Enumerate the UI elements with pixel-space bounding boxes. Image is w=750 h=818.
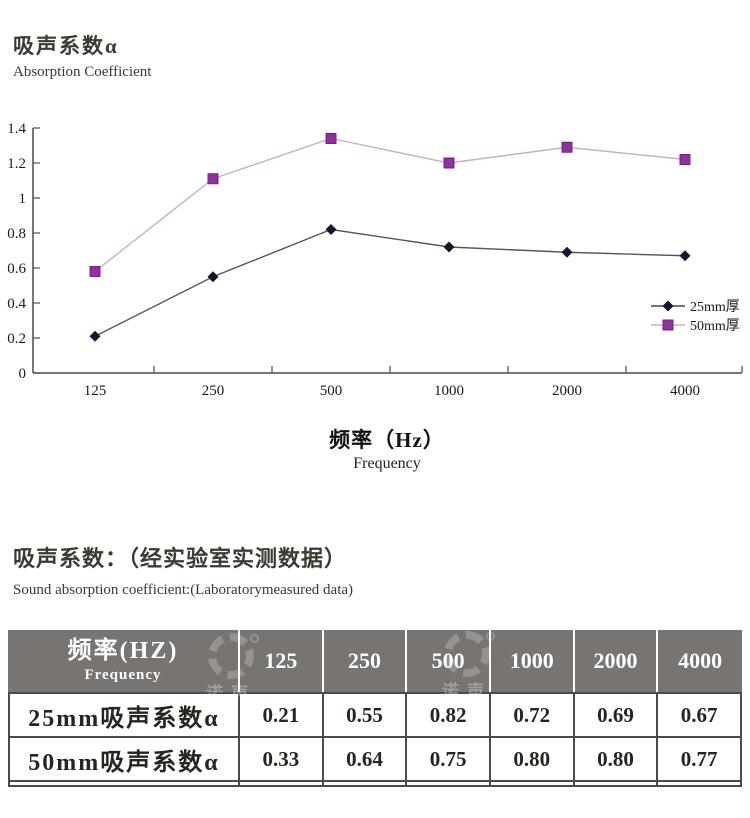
x-axis-subtitle: Frequency <box>353 455 421 472</box>
table-header-frequency-en: Frequency <box>84 666 162 683</box>
table-cell: 0.72 <box>490 692 575 738</box>
svg-text:1: 1 <box>19 191 27 207</box>
table-row-50mm: 50mm吸声系数α 0.33 0.64 0.75 0.80 0.80 0.77 <box>8 738 742 782</box>
chart-legend: 25mm厚 50mm厚 <box>651 296 740 334</box>
table-cell: 0.82 <box>407 692 491 738</box>
table-cell: 0.77 <box>658 738 742 782</box>
spacer-cell <box>240 782 324 787</box>
spacer-cell <box>8 782 240 787</box>
svg-text:250: 250 <box>202 383 225 399</box>
table-footer-spacer <box>8 782 742 787</box>
table-cell: 0.69 <box>574 692 659 738</box>
x-axis-title-block: 频率（Hz） Frequency <box>37 424 737 473</box>
svg-text:0.2: 0.2 <box>7 331 26 347</box>
row-label-50mm: 50mm吸声系数α <box>8 738 240 782</box>
table-cell: 0.33 <box>240 738 324 782</box>
table-header-2000: 2000 <box>574 630 659 692</box>
section-title: 吸声系数：（经实验室实测数据） <box>13 546 348 571</box>
page-title: 吸声系数α <box>13 34 119 58</box>
absorption-data-table: 频率(HZ) Frequency 125 250 500 1000 2000 4… <box>8 630 742 787</box>
svg-text:0.6: 0.6 <box>7 261 26 277</box>
table-row-25mm: 25mm吸声系数α 0.21 0.55 0.82 0.72 0.69 0.67 <box>8 692 742 738</box>
svg-text:2000: 2000 <box>552 383 582 399</box>
table-cell: 0.67 <box>658 692 742 738</box>
page-subtitle: Absorption Coefficient <box>13 64 152 80</box>
table-header-frequency-cn: 频率(HZ) <box>67 638 179 665</box>
table-header-4000: 4000 <box>658 630 742 692</box>
legend-item-50mm: 50mm厚 <box>651 315 740 334</box>
svg-text:125: 125 <box>84 383 107 399</box>
svg-text:500: 500 <box>320 383 343 399</box>
svg-text:1.4: 1.4 <box>7 121 26 137</box>
spacer-cell <box>323 782 408 787</box>
svg-text:1000: 1000 <box>434 383 464 399</box>
table-header-125: 125 <box>240 630 324 692</box>
document-title-block: 吸声系数α Absorption Coefficient <box>13 30 151 81</box>
table-cell: 0.64 <box>323 738 408 782</box>
table-cell: 0.55 <box>323 692 408 738</box>
legend-swatch-50mm-icon <box>651 319 685 330</box>
svg-text:1.2: 1.2 <box>7 156 26 172</box>
section-subtitle: Sound absorption coefficient:(Laboratory… <box>13 582 354 598</box>
spacer-cell <box>574 782 659 787</box>
table-cell: 0.75 <box>407 738 491 782</box>
table-cell: 0.80 <box>574 738 659 782</box>
absorption-coefficient-line-chart: 0 0.2 0.4 0.6 0.8 1 1.2 1.4 125 250 500 1000 2000 400… <box>7 121 743 399</box>
table-header-row: 频率(HZ) Frequency 125 250 500 1000 2000 4… <box>8 630 742 692</box>
legend-label-25mm: 25mm厚 <box>690 299 740 315</box>
legend-label-50mm: 50mm厚 <box>690 318 740 334</box>
svg-text:0.8: 0.8 <box>7 226 26 242</box>
spacer-cell <box>407 782 491 787</box>
svg-text:0.4: 0.4 <box>7 296 26 312</box>
table-cell: 0.21 <box>240 692 324 738</box>
table-header-frequency: 频率(HZ) Frequency <box>8 630 240 692</box>
table-header-500: 500 <box>407 630 491 692</box>
legend-item-25mm: 25mm厚 <box>651 296 740 315</box>
x-axis-title: 频率（Hz） <box>329 428 445 452</box>
table-cell: 0.80 <box>490 738 575 782</box>
svg-text:0: 0 <box>19 366 27 382</box>
spacer-cell <box>658 782 742 787</box>
svg-text:4000: 4000 <box>670 383 700 399</box>
legend-swatch-25mm-icon <box>651 300 685 311</box>
table-header-1000: 1000 <box>490 630 575 692</box>
spacer-cell <box>490 782 575 787</box>
section-title-block: 吸声系数：（经实验室实测数据） Sound absorption coeffic… <box>13 541 353 599</box>
table-header-250: 250 <box>323 630 408 692</box>
row-label-25mm: 25mm吸声系数α <box>8 692 240 738</box>
